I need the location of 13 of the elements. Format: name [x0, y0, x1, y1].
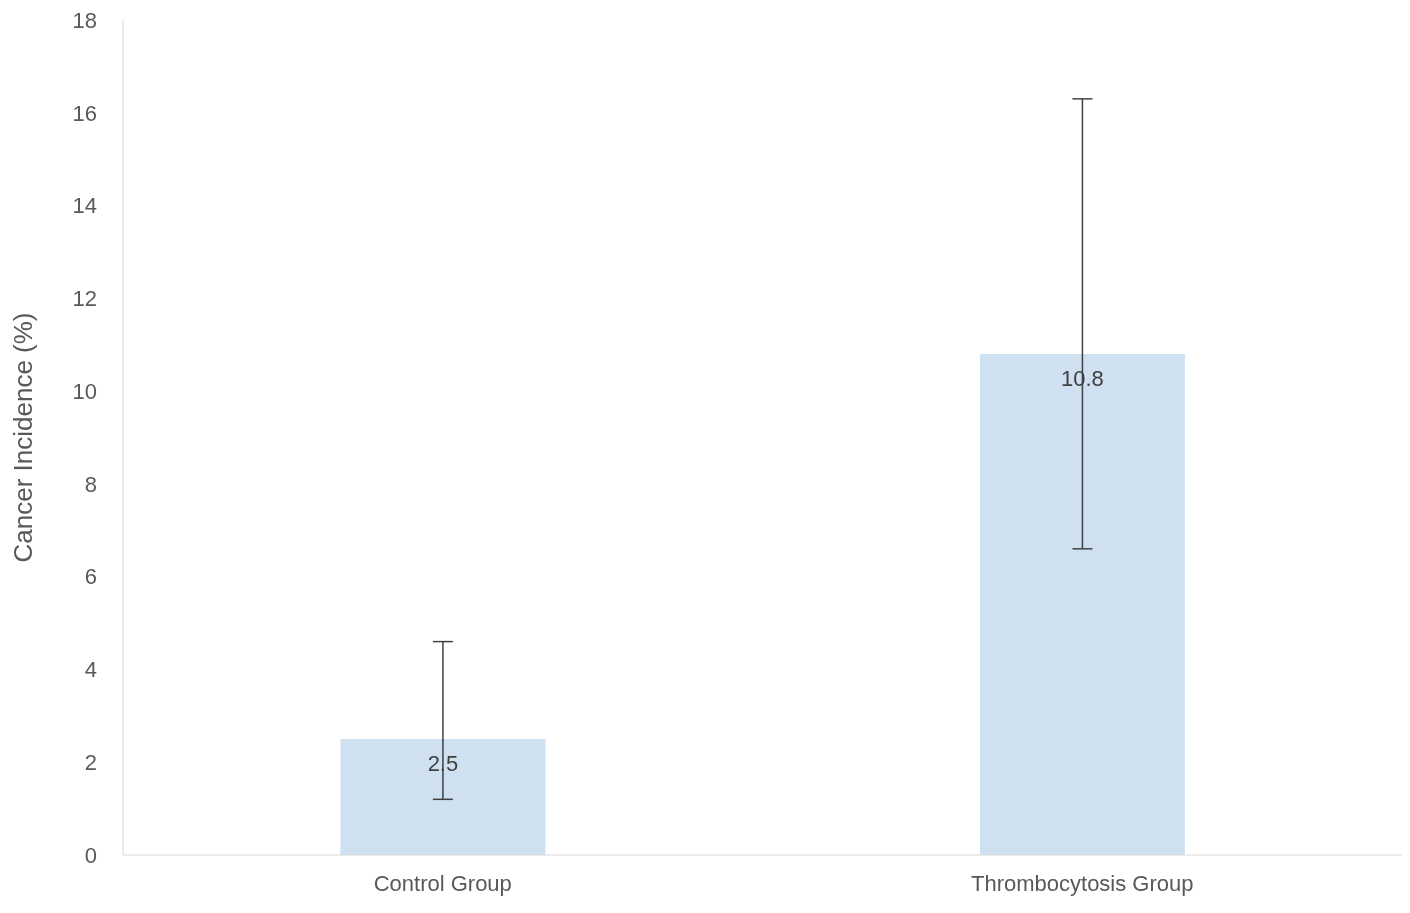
y-tick-label: 6	[84, 564, 97, 590]
y-tick-label: 10	[72, 378, 97, 404]
y-tick-label: 8	[84, 471, 97, 497]
x-tick-label: Control Group	[373, 870, 512, 896]
y-tick-label: 0	[84, 842, 97, 868]
y-tick-label: 14	[72, 193, 97, 219]
y-tick-label: 12	[72, 286, 97, 312]
y-tick-label: 18	[72, 7, 97, 33]
y-axis-title: Cancer Incidence (%)	[8, 312, 39, 563]
y-tick-label: 16	[72, 100, 97, 126]
x-tick-label: Thrombocytosis Group	[970, 870, 1194, 896]
y-tick-label: 4	[84, 657, 97, 683]
y-tick-label: 2	[84, 750, 97, 776]
